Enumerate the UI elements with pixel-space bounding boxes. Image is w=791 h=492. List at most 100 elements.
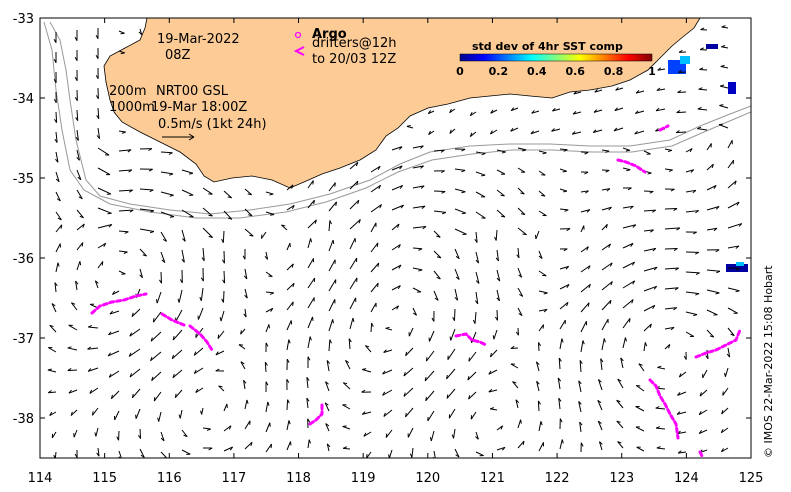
- current-arrow: [454, 268, 460, 280]
- current-arrow-head: [383, 412, 386, 417]
- drifter-track: [648, 378, 680, 440]
- current-arrow: [403, 387, 414, 397]
- current-arrow: [73, 429, 78, 438]
- current-arrow-head: [247, 193, 252, 196]
- current-arrow: [328, 182, 336, 192]
- current-arrow-head: [494, 316, 498, 321]
- current-arrow-head: [638, 363, 643, 366]
- current-arrow-head: [343, 382, 348, 385]
- current-arrow: [97, 107, 100, 119]
- current-arrow: [67, 347, 78, 351]
- current-arrow: [286, 320, 292, 331]
- current-arrow-head: [218, 385, 223, 388]
- y-tick-label: -34: [13, 92, 34, 107]
- current-arrow: [593, 129, 603, 134]
- current-arrow: [403, 367, 414, 377]
- current-arrow: [685, 311, 698, 316]
- current-arrow: [622, 337, 626, 349]
- current-arrow: [265, 307, 274, 313]
- current-arrow: [706, 269, 721, 272]
- current-arrow: [579, 421, 582, 433]
- current-arrow-head: [592, 129, 597, 133]
- x-tick-label: 118: [286, 471, 311, 486]
- current-arrow: [55, 262, 59, 273]
- current-arrow: [580, 265, 591, 273]
- current-arrow-head: [571, 131, 576, 135]
- current-arrow: [55, 191, 61, 202]
- current-arrow: [139, 228, 154, 232]
- current-arrow: [324, 402, 330, 412]
- current-arrow-head: [193, 369, 197, 374]
- current-arrow: [220, 310, 225, 322]
- drifter-track: [454, 332, 488, 347]
- colorbar-tick-label: 0: [456, 65, 464, 78]
- colorbar-tick-label: 0.8: [604, 65, 624, 78]
- current-arrow: [657, 366, 666, 370]
- current-arrow: [370, 323, 373, 333]
- current-arrow-head: [96, 135, 100, 139]
- current-arrow: [281, 224, 288, 231]
- current-arrow: [48, 347, 57, 353]
- current-arrow: [685, 210, 699, 213]
- current-arrow-head: [221, 238, 224, 243]
- current-arrow: [202, 247, 205, 261]
- current-arrow: [656, 427, 666, 430]
- current-arrow-head: [168, 152, 173, 155]
- current-arrow-head: [291, 184, 294, 189]
- current-arrow: [706, 309, 718, 316]
- current-arrow: [685, 189, 696, 193]
- current-arrow: [160, 171, 174, 175]
- current-arrow: [265, 211, 275, 215]
- current-arrow-head: [678, 69, 683, 73]
- current-arrow: [698, 88, 708, 91]
- current-arrow-head: [594, 88, 598, 93]
- current-arrow: [265, 251, 269, 260]
- current-arrow-head: [536, 380, 540, 385]
- current-arrow-head: [160, 437, 165, 442]
- current-arrow-head: [578, 401, 582, 405]
- current-arrow: [496, 209, 506, 218]
- current-arrow-head: [441, 191, 446, 194]
- current-arrow: [685, 169, 694, 173]
- current-arrow: [474, 311, 477, 324]
- current-arrow: [538, 308, 548, 312]
- current-arrow-head: [385, 433, 388, 438]
- current-arrow: [643, 323, 652, 332]
- current-arrow: [475, 151, 486, 154]
- current-arrow: [244, 399, 248, 410]
- current-arrow: [559, 284, 570, 290]
- current-arrow-head: [49, 324, 54, 328]
- current-arrow-head: [449, 129, 452, 134]
- current-arrow: [54, 282, 57, 293]
- current-arrow-head: [429, 436, 432, 442]
- current-arrow-head: [182, 238, 186, 242]
- current-arrow-head: [518, 274, 522, 278]
- current-arrow: [118, 149, 132, 152]
- current-arrow: [328, 259, 336, 272]
- current-arrow: [244, 308, 247, 318]
- current-arrow: [622, 224, 636, 229]
- current-arrow-head: [200, 277, 204, 282]
- current-arrow: [475, 451, 484, 456]
- current-arrow: [342, 426, 351, 430]
- current-arrow-head: [107, 212, 112, 215]
- current-arrow-head: [468, 357, 470, 362]
- current-arrow-head: [246, 399, 249, 404]
- current-arrow: [496, 189, 505, 197]
- current-arrow-head: [116, 436, 120, 441]
- current-arrow-head: [208, 235, 213, 238]
- current-arrow: [685, 148, 693, 153]
- current-arrow-head: [365, 345, 370, 348]
- current-arrow: [349, 180, 359, 190]
- current-arrow-head: [195, 333, 197, 338]
- current-arrow-head: [60, 224, 63, 229]
- current-arrow-head: [123, 251, 128, 254]
- current-arrow: [475, 191, 486, 198]
- current-arrow-head: [475, 436, 479, 440]
- current-arrow: [706, 163, 714, 171]
- current-arrow-head: [128, 169, 133, 173]
- current-arrow: [597, 420, 603, 431]
- current-arrow: [114, 410, 120, 421]
- product-time-label: 19-Mar 18:00Z: [151, 100, 247, 115]
- current-arrow-head: [585, 190, 589, 194]
